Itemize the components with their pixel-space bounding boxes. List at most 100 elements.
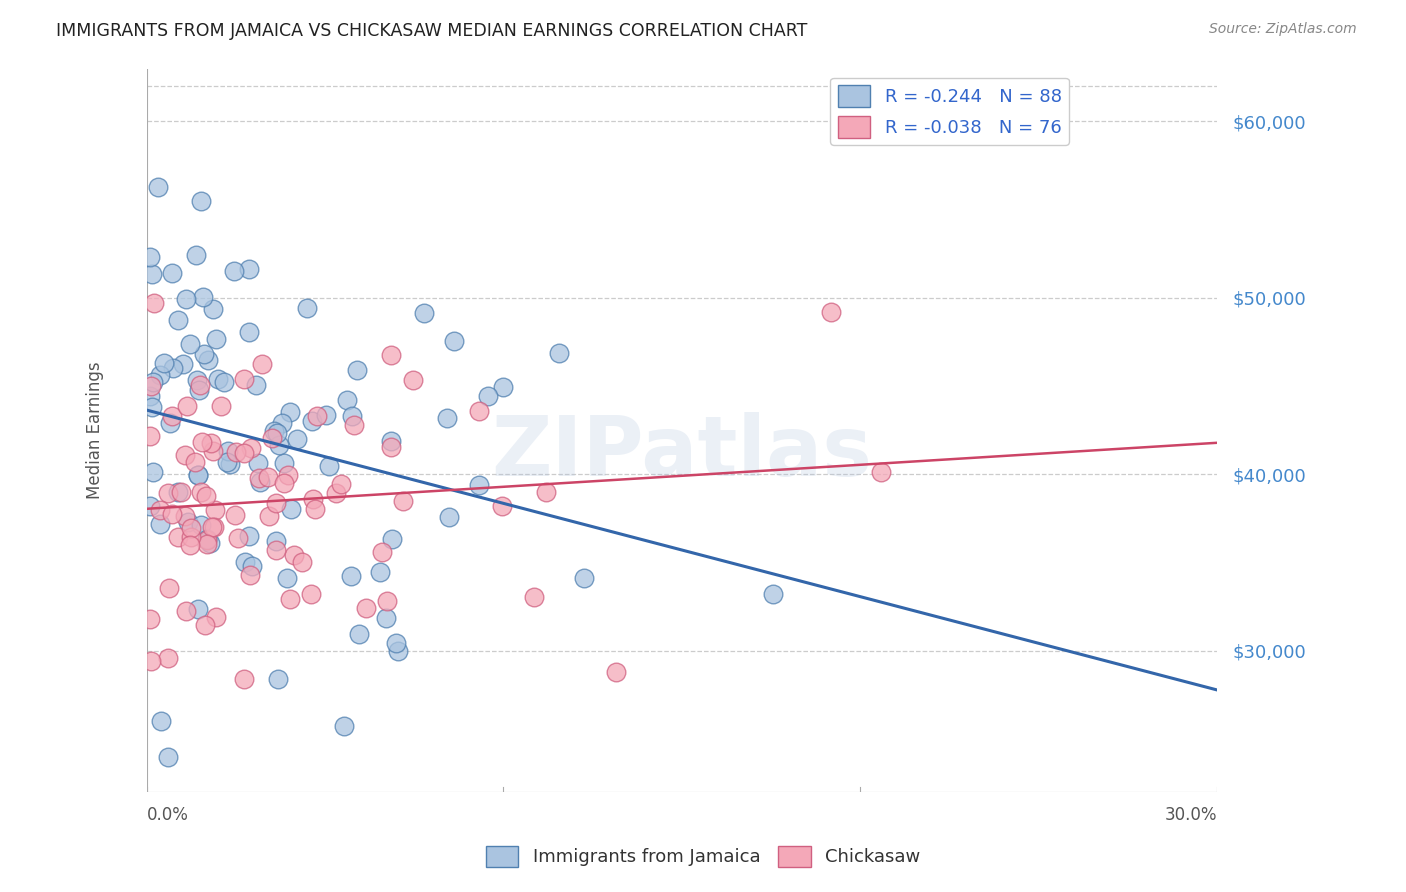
Point (190, 518, 212, 533)
Point (278, 405, 301, 419)
Text: 30.0%: 30.0% (1164, 806, 1218, 824)
Point (190, 485, 212, 500)
Point (159, 416, 181, 430)
Point (173, 449, 195, 463)
Point (368, 566, 391, 580)
Point (141, 267, 163, 281)
Point (547, 345, 569, 359)
Point (222, 264, 245, 278)
Point (187, 467, 209, 482)
Point (172, 357, 194, 371)
Point (238, 325, 260, 339)
Point (198, 536, 221, 550)
Point (184, 247, 207, 261)
Point (202, 301, 225, 316)
Point (374, 610, 396, 624)
Point (162, 360, 184, 375)
Point (468, 404, 491, 418)
Point (381, 532, 404, 546)
Point (239, 442, 262, 456)
Text: IMMIGRANTS FROM JAMAICA VS CHICKASAW MEDIAN EARNINGS CORRELATION CHART: IMMIGRANTS FROM JAMAICA VS CHICKASAW MED… (56, 22, 807, 40)
Point (247, 456, 270, 470)
Point (209, 400, 232, 414)
Point (187, 602, 209, 616)
Point (304, 502, 326, 516)
Point (252, 357, 274, 371)
Point (180, 521, 202, 535)
Point (177, 516, 200, 530)
Point (269, 438, 291, 452)
Point (193, 347, 215, 361)
Point (273, 476, 295, 491)
Point (148, 180, 170, 194)
Point (605, 665, 627, 679)
Point (375, 594, 398, 608)
Point (217, 444, 239, 458)
Point (139, 429, 162, 443)
Point (263, 424, 285, 438)
Point (477, 389, 499, 403)
Point (153, 356, 176, 370)
Point (285, 432, 308, 446)
Point (302, 491, 325, 506)
Point (226, 531, 249, 545)
Point (224, 508, 246, 523)
Point (139, 654, 162, 668)
Point (392, 494, 415, 508)
Point (188, 378, 211, 392)
Point (870, 465, 893, 479)
Point (295, 301, 318, 315)
Point (179, 337, 201, 351)
Point (820, 305, 842, 319)
Point (264, 495, 287, 509)
Point (332, 719, 354, 733)
Point (271, 416, 294, 430)
Point (180, 530, 202, 544)
Point (139, 612, 162, 626)
Text: Source: ZipAtlas.com: Source: ZipAtlas.com (1209, 22, 1357, 37)
Point (257, 470, 280, 484)
Point (194, 490, 217, 504)
Point (239, 567, 262, 582)
Point (347, 627, 370, 641)
Point (179, 538, 201, 552)
Point (387, 644, 409, 658)
Point (318, 459, 340, 474)
Point (233, 555, 256, 569)
Point (278, 592, 301, 607)
Point (212, 375, 235, 389)
Point (187, 383, 209, 397)
Point (280, 502, 302, 516)
Point (232, 673, 254, 687)
Point (238, 529, 260, 543)
Point (343, 417, 366, 432)
Point (262, 431, 284, 445)
Point (139, 250, 162, 264)
Point (195, 537, 218, 551)
Legend: R = -0.244   N = 88, R = -0.038   N = 76: R = -0.244 N = 88, R = -0.038 N = 76 (831, 78, 1069, 145)
Point (325, 485, 347, 500)
Text: 0.0%: 0.0% (146, 806, 188, 824)
Point (301, 414, 323, 428)
Text: Median Earnings: Median Earnings (86, 361, 104, 500)
Point (174, 604, 197, 618)
Point (215, 455, 238, 469)
Point (572, 571, 595, 585)
Point (186, 374, 208, 388)
Point (207, 372, 229, 386)
Point (245, 377, 267, 392)
Point (402, 373, 425, 387)
Point (413, 306, 436, 320)
Point (437, 510, 460, 524)
Point (277, 468, 299, 483)
Point (157, 581, 180, 595)
Point (201, 520, 224, 534)
Point (139, 378, 162, 392)
Point (142, 375, 165, 389)
Point (160, 409, 183, 424)
Point (346, 363, 368, 377)
Point (160, 507, 183, 521)
Point (330, 477, 353, 491)
Point (523, 590, 546, 604)
Point (204, 503, 226, 517)
